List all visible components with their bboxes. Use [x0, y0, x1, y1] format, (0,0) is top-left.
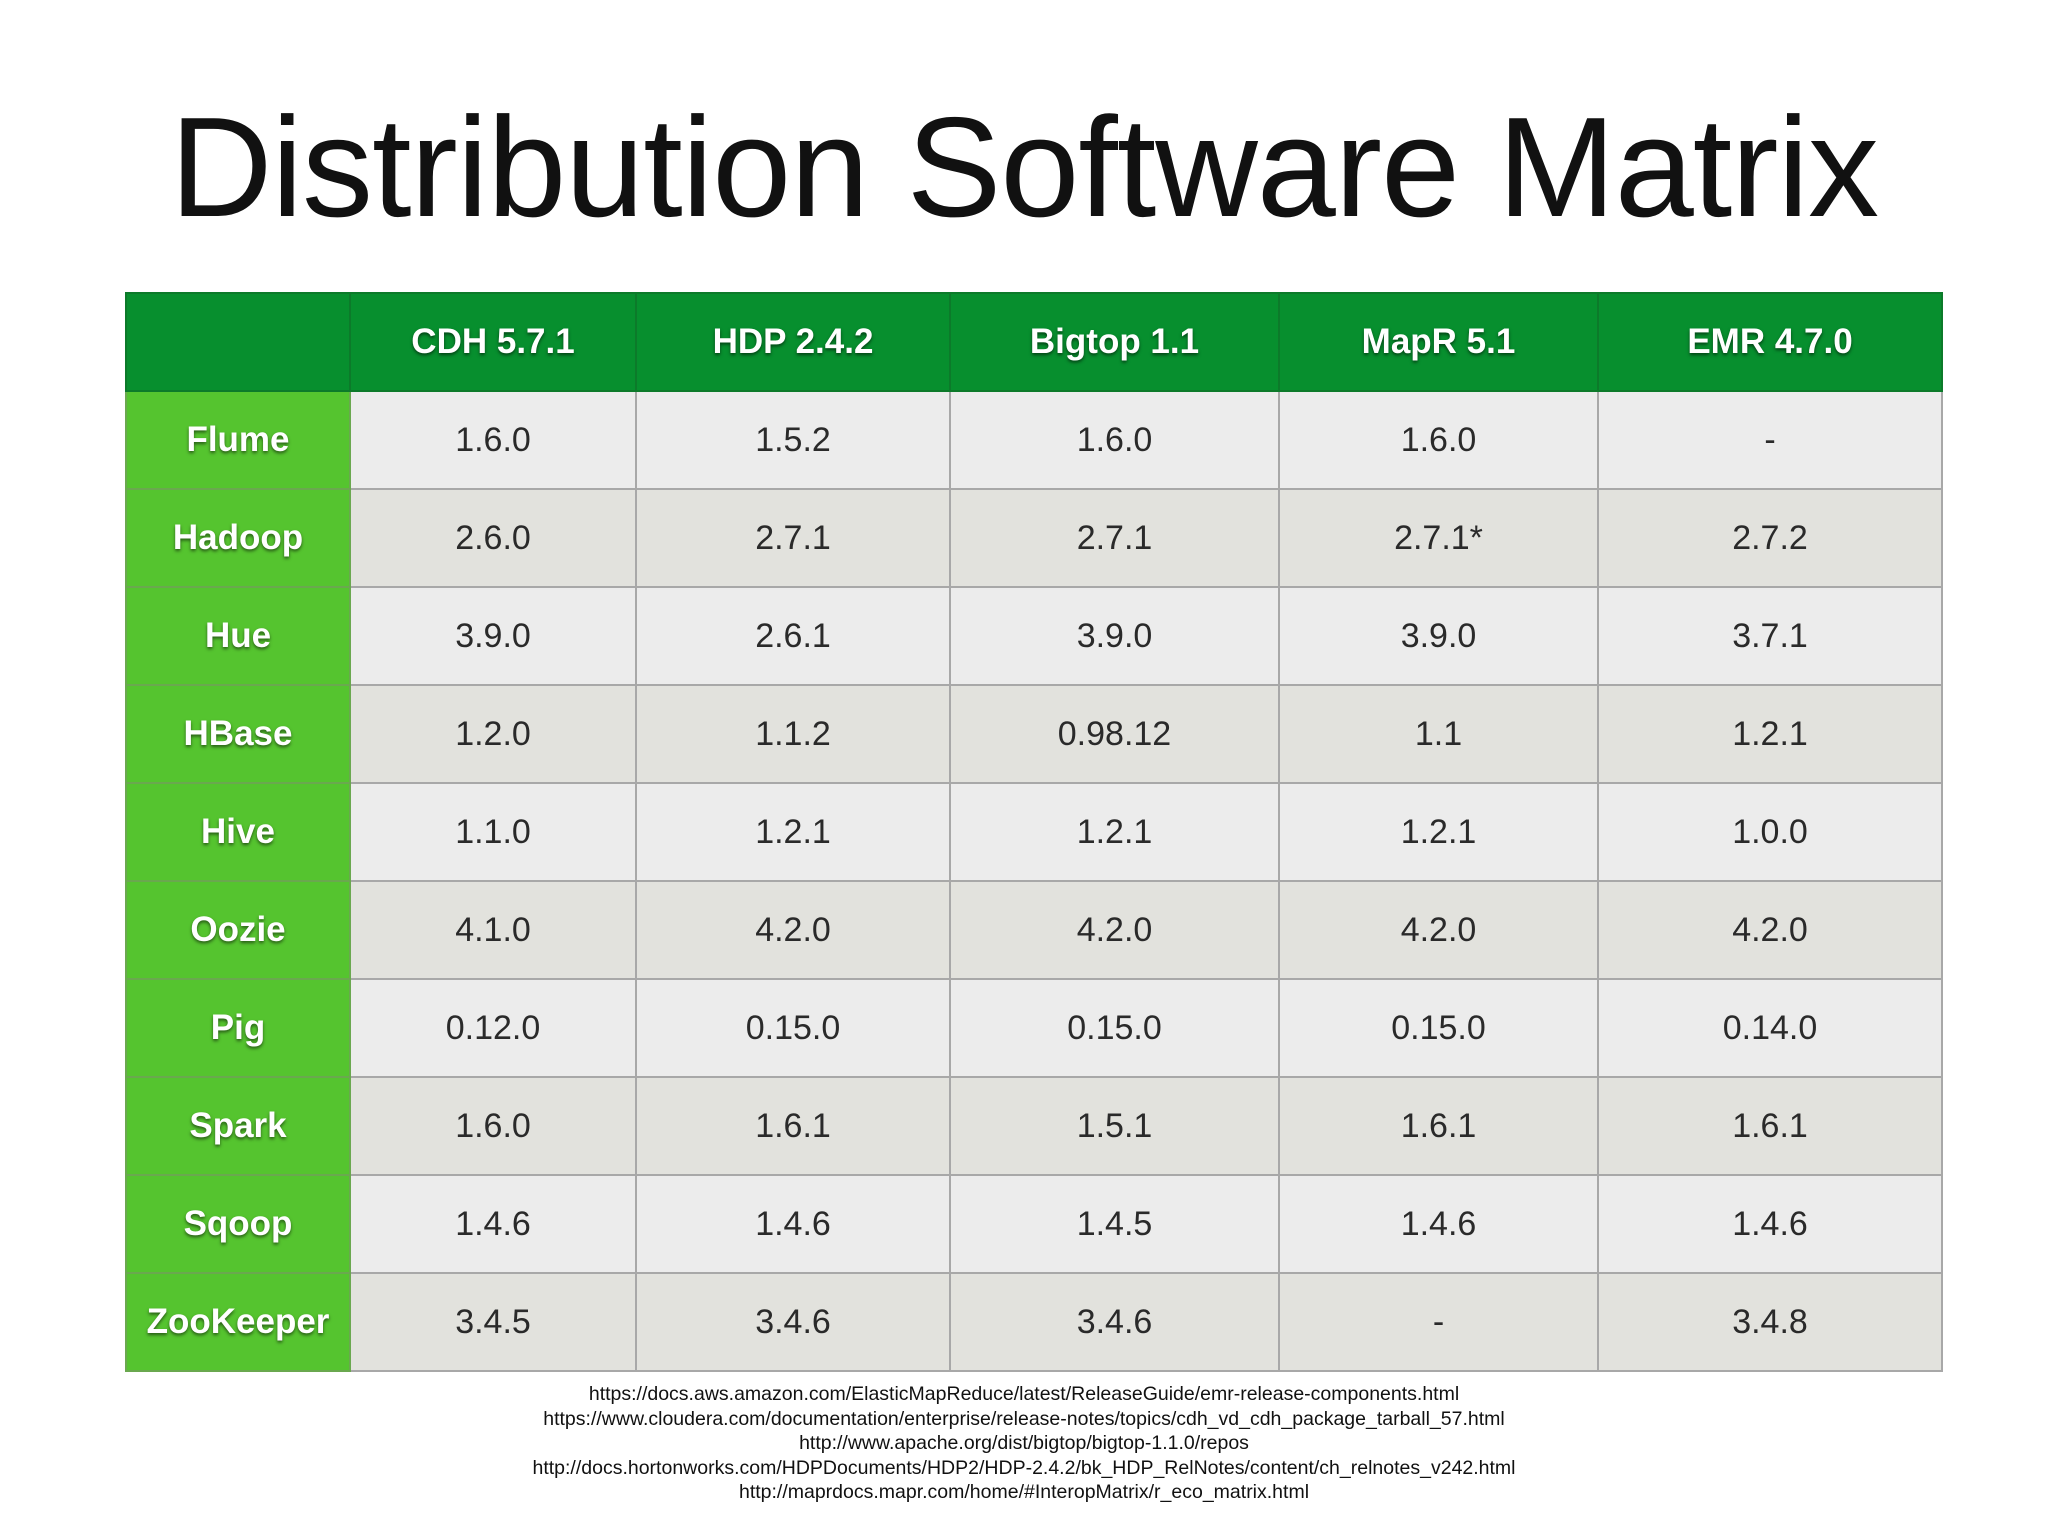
table-row: Hadoop 2.6.0 2.7.1 2.7.1 2.7.1* 2.7.2	[125, 488, 1943, 588]
row-label: Sqoop	[125, 1174, 351, 1274]
table-cell: 4.1.0	[349, 880, 637, 980]
reference-link-emr: https://docs.aws.amazon.com/ElasticMapRe…	[588, 1383, 1460, 1405]
table-cell: 3.4.5	[349, 1272, 637, 1372]
table-row: Sqoop 1.4.6 1.4.6 1.4.5 1.4.6 1.4.6	[125, 1174, 1943, 1274]
row-label: Flume	[125, 390, 351, 490]
table-cell: 1.6.0	[1278, 390, 1599, 490]
table-cell: 1.1	[1278, 684, 1599, 784]
row-label: HBase	[125, 684, 351, 784]
table-row: Pig 0.12.0 0.15.0 0.15.0 0.15.0 0.14.0	[125, 978, 1943, 1078]
table-cell: 1.4.6	[349, 1174, 637, 1274]
table-cell: 1.5.2	[635, 390, 951, 490]
reference-link-mapr: http://maprdocs.mapr.com/home/#InteropMa…	[738, 1481, 1310, 1503]
row-label: Hive	[125, 782, 351, 882]
table-cell: 1.6.0	[349, 390, 637, 490]
table-cell: 1.2.1	[949, 782, 1280, 882]
slide-title: Distribution Software Matrix	[169, 88, 1879, 247]
table-cell: 1.4.6	[1278, 1174, 1599, 1274]
table-cell: 1.0.0	[1597, 782, 1943, 882]
table-cell: 3.7.1	[1597, 586, 1943, 686]
table-cell: -	[1278, 1272, 1599, 1372]
table-cell: 4.2.0	[949, 880, 1280, 980]
table-cell: 2.7.1*	[1278, 488, 1599, 588]
reference-link-bigtop: http://www.apache.org/dist/bigtop/bigtop…	[799, 1432, 1249, 1454]
table-cell: 1.6.1	[635, 1076, 951, 1176]
column-header-mapr: MapR 5.1	[1278, 292, 1599, 392]
table-cell: 0.14.0	[1597, 978, 1943, 1078]
table-cell: 1.4.6	[635, 1174, 951, 1274]
table-cell: 0.98.12	[949, 684, 1280, 784]
table-cell: 1.6.0	[349, 1076, 637, 1176]
table-row: Hue 3.9.0 2.6.1 3.9.0 3.9.0 3.7.1	[125, 586, 1943, 686]
table-row: ZooKeeper 3.4.5 3.4.6 3.4.6 - 3.4.8	[125, 1272, 1943, 1372]
table-cell: 2.7.2	[1597, 488, 1943, 588]
reference-link-cloudera: https://www.cloudera.com/documentation/e…	[543, 1407, 1505, 1430]
table-cell: 1.6.1	[1278, 1076, 1599, 1176]
table-cell: 3.9.0	[349, 586, 637, 686]
table-row: Flume 1.6.0 1.5.2 1.6.0 1.6.0 -	[125, 390, 1943, 490]
table-cell: 1.1.0	[349, 782, 637, 882]
table-cell: 1.4.5	[949, 1174, 1280, 1274]
table-cell: 3.4.6	[635, 1272, 951, 1372]
table-cell: 1.2.1	[1597, 684, 1943, 784]
table-cell: 1.6.0	[949, 390, 1280, 490]
table-cell: 4.2.0	[635, 880, 951, 980]
reference-link-hortonworks: http://docs.hortonworks.com/HDPDocuments…	[532, 1456, 1516, 1479]
table-cell: 2.7.1	[949, 488, 1280, 588]
column-header-cdh: CDH 5.7.1	[349, 292, 637, 392]
table-cell: 3.4.6	[949, 1272, 1280, 1372]
table-row: Spark 1.6.0 1.6.1 1.5.1 1.6.1 1.6.1	[125, 1076, 1943, 1176]
table-cell: 0.12.0	[349, 978, 637, 1078]
table-cell: 1.1.2	[635, 684, 951, 784]
table-cell: 3.9.0	[949, 586, 1280, 686]
table-cell: 2.6.0	[349, 488, 637, 588]
table-cell: 4.2.0	[1278, 880, 1599, 980]
row-label: ZooKeeper	[125, 1272, 351, 1372]
column-header-bigtop: Bigtop 1.1	[949, 292, 1280, 392]
row-label: Hue	[125, 586, 351, 686]
table-row: Hive 1.1.0 1.2.1 1.2.1 1.2.1 1.0.0	[125, 782, 1943, 882]
table-cell: -	[1597, 390, 1943, 490]
table-cell: 1.6.1	[1597, 1076, 1943, 1176]
table-cell: 2.6.1	[635, 586, 951, 686]
table-cell: 4.2.0	[1597, 880, 1943, 980]
table-cell: 3.4.8	[1597, 1272, 1943, 1372]
row-label: Spark	[125, 1076, 351, 1176]
row-label: Hadoop	[125, 488, 351, 588]
table-cell: 1.5.1	[949, 1076, 1280, 1176]
table-cell: 0.15.0	[1278, 978, 1599, 1078]
table-cell: 1.4.6	[1597, 1174, 1943, 1274]
table-row: Oozie 4.1.0 4.2.0 4.2.0 4.2.0 4.2.0	[125, 880, 1943, 980]
table-cell: 2.7.1	[635, 488, 951, 588]
table-row: HBase 1.2.0 1.1.2 0.98.12 1.1 1.2.1	[125, 684, 1943, 784]
software-matrix-table: CDH 5.7.1 HDP 2.4.2 Bigtop 1.1 MapR 5.1 …	[125, 292, 1943, 1372]
table-cell: 3.9.0	[1278, 586, 1599, 686]
reference-links: https://docs.aws.amazon.com/ElasticMapRe…	[0, 1382, 2048, 1505]
table-cell: 1.2.1	[1278, 782, 1599, 882]
table-header-row: CDH 5.7.1 HDP 2.4.2 Bigtop 1.1 MapR 5.1 …	[125, 292, 1943, 392]
table-corner-cell	[125, 292, 351, 392]
row-label: Pig	[125, 978, 351, 1078]
table-cell: 1.2.0	[349, 684, 637, 784]
column-header-hdp: HDP 2.4.2	[635, 292, 951, 392]
row-label: Oozie	[125, 880, 351, 980]
table-cell: 0.15.0	[635, 978, 951, 1078]
table-cell: 0.15.0	[949, 978, 1280, 1078]
table-cell: 1.2.1	[635, 782, 951, 882]
column-header-emr: EMR 4.7.0	[1597, 292, 1943, 392]
